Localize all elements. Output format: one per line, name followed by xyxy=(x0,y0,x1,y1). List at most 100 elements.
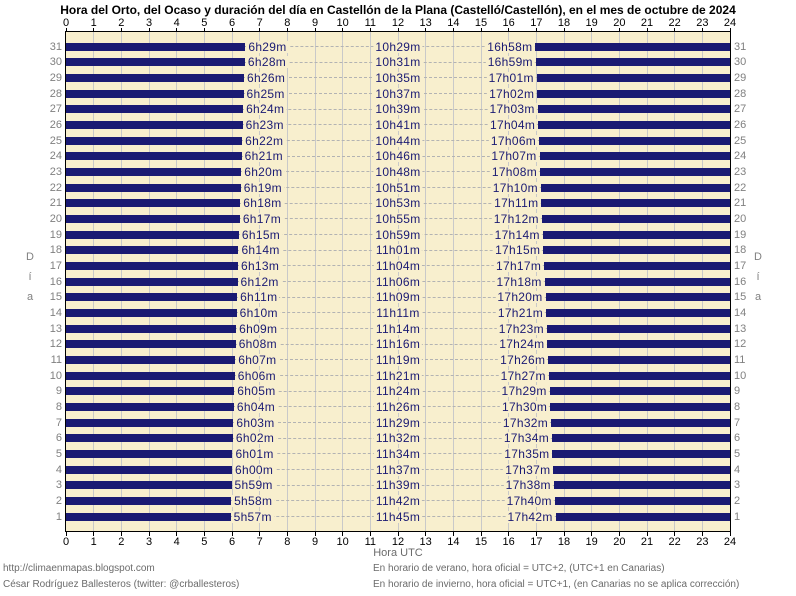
night-bar-right xyxy=(552,434,730,443)
hour-tick-label-top: 18 xyxy=(557,17,571,29)
hour-tick-bottom xyxy=(535,532,537,536)
night-bar-left xyxy=(66,277,238,286)
hour-tick-top xyxy=(701,28,703,32)
sunrise-time-label: 6h01m xyxy=(233,446,276,461)
hour-tick-label-top: 3 xyxy=(145,17,153,29)
sunset-time-label: 17h10m xyxy=(490,180,540,195)
night-bar-right xyxy=(546,308,730,317)
sunrise-time-label: 6h29m xyxy=(246,39,289,54)
hour-tick-bottom xyxy=(93,532,95,536)
day-number-left: 16 xyxy=(49,275,62,288)
day-number-right: 18 xyxy=(734,244,747,257)
night-bar-right xyxy=(547,340,730,349)
night-bar-left xyxy=(66,42,246,51)
day-number-left: 26 xyxy=(49,118,62,131)
sunset-time-label: 17h42m xyxy=(505,509,555,524)
hour-tick-bottom xyxy=(729,532,731,536)
sunrise-time-label: 6h22m xyxy=(243,133,286,148)
hour-tick-top xyxy=(259,28,261,32)
sunrise-time-label: 6h11m xyxy=(238,290,280,305)
hour-tick-label-top: 6 xyxy=(228,17,236,29)
night-bar-right xyxy=(548,355,730,364)
sunset-time-label: 17h03m xyxy=(487,102,537,117)
sunrise-time-label: 6h14m xyxy=(239,243,282,258)
hour-tick-label-bottom: 16 xyxy=(502,536,515,548)
day-number-right: 21 xyxy=(734,197,747,210)
hour-tick-top xyxy=(342,28,344,32)
day-length-label: 10h51m xyxy=(373,180,423,195)
hour-tick-label-bottom: 3 xyxy=(145,536,153,548)
day-number-left: 27 xyxy=(49,103,62,116)
day-number-left: 30 xyxy=(49,56,62,69)
night-bar-left xyxy=(66,105,244,114)
y-axis-label-right: Día xyxy=(752,251,764,311)
day-length-label: 10h31m xyxy=(373,55,423,70)
hour-tick-bottom xyxy=(591,532,593,536)
hour-tick-top xyxy=(286,28,288,32)
hour-tick-label-top: 20 xyxy=(613,17,626,29)
hour-tick-label-top: 14 xyxy=(447,17,460,29)
hour-tick-top xyxy=(618,28,620,32)
day-number-left: 25 xyxy=(49,134,62,147)
night-bar-right xyxy=(551,418,730,427)
day-number-left: 15 xyxy=(49,291,62,304)
hour-tick-label-bottom: 14 xyxy=(447,536,460,548)
day-number-right: 3 xyxy=(734,479,741,492)
day-number-left: 17 xyxy=(49,259,62,272)
hour-tick-top xyxy=(397,28,399,32)
hour-tick-top xyxy=(65,28,67,32)
day-number-right: 8 xyxy=(734,400,741,413)
sunrise-time-label: 6h26m xyxy=(244,70,288,85)
hour-tick-label-top: 13 xyxy=(419,17,432,29)
night-bar-left xyxy=(66,308,237,317)
sunset-time-label: 16h59m xyxy=(485,55,535,70)
footer-url: http://climaenmapas.blogspot.com xyxy=(3,563,155,574)
day-number-left: 29 xyxy=(49,71,62,84)
sunset-time-label: 17h37m xyxy=(503,462,553,477)
day-number-left: 2 xyxy=(55,494,62,507)
night-bar-left xyxy=(66,371,235,380)
day-number-right: 29 xyxy=(734,71,747,84)
day-number-left: 5 xyxy=(55,447,62,460)
footer-summer-note: En horario de verano, hora oficial = UTC… xyxy=(373,563,665,574)
day-number-right: 23 xyxy=(734,165,747,178)
night-bar-left xyxy=(66,89,244,98)
day-number-left: 1 xyxy=(55,510,62,523)
sunrise-time-label: 6h10m xyxy=(237,305,280,320)
day-number-left: 4 xyxy=(55,463,62,476)
sunrise-time-label: 6h25m xyxy=(244,86,287,101)
sunrise-time-label: 6h07m xyxy=(236,352,279,367)
day-number-right: 25 xyxy=(734,134,747,147)
sunset-time-label: 17h12m xyxy=(491,211,541,226)
night-bar-right xyxy=(553,481,730,490)
sunset-time-label: 17h40m xyxy=(504,493,554,508)
sunset-time-label: 17h17m xyxy=(494,258,544,273)
hour-tick-label-bottom: 21 xyxy=(640,536,654,548)
footer-author: César Rodríguez Ballesteros (twitter: @c… xyxy=(3,579,240,590)
night-bar-left xyxy=(66,152,242,161)
night-bar-right xyxy=(536,73,730,82)
day-length-label: 11h45m xyxy=(373,509,423,524)
hour-tick-top xyxy=(646,28,648,32)
day-number-right: 20 xyxy=(734,212,747,225)
day-number-right: 5 xyxy=(734,447,741,460)
night-bar-left xyxy=(66,293,238,302)
sunset-time-label: 17h30m xyxy=(499,399,550,414)
hour-tick-bottom xyxy=(618,532,620,536)
sunrise-time-label: 6h28m xyxy=(245,55,289,70)
day-number-left: 14 xyxy=(49,306,62,319)
day-number-left: 28 xyxy=(49,87,62,100)
sunrise-time-label: 6h23m xyxy=(243,117,286,132)
sunset-time-label: 17h21m xyxy=(495,305,546,320)
hour-tick-label-top: 8 xyxy=(284,17,291,29)
day-number-left: 21 xyxy=(49,197,62,210)
night-bar-right xyxy=(553,465,730,474)
hour-tick-label-top: 23 xyxy=(696,17,709,29)
day-length-label: 11h14m xyxy=(373,321,423,336)
night-bar-right xyxy=(541,199,730,208)
night-bar-right xyxy=(552,449,730,458)
chart-title: Hora del Orto, del Ocaso y duración del … xyxy=(60,3,736,17)
hour-tick-label-top: 4 xyxy=(173,17,180,29)
hour-tick-label-top: 2 xyxy=(118,17,125,29)
